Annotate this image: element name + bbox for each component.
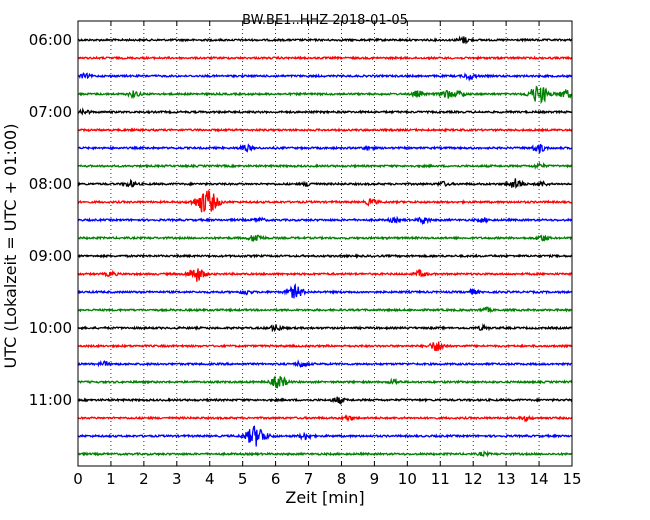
seismic-trace [77, 72, 573, 82]
tick-layer: 0 1 2 3 4 5 6 7 8 9 10 11 12 13 14 1506:0007:0008:0009:… [29, 21, 582, 488]
x-tick-label: 11 [431, 470, 450, 488]
x-axis-label: Zeit [min] [285, 488, 364, 507]
x-tick-label: 7 [304, 470, 314, 488]
seismic-trace [77, 323, 573, 333]
y-tick-label: 08:00 [29, 175, 72, 193]
seismic-trace [77, 189, 572, 213]
seismic-trace [77, 178, 572, 189]
x-tick-label: 0 [73, 470, 83, 488]
seismic-trace [77, 306, 573, 314]
seismic-trace [77, 85, 573, 105]
seismic-trace [77, 341, 573, 352]
x-tick-label: 9 [370, 470, 380, 488]
x-tick-label: 14 [530, 470, 549, 488]
x-tick-label: 4 [205, 470, 215, 488]
x-tick-label: 15 [562, 470, 581, 488]
seismic-trace [77, 161, 573, 171]
seismic-trace [77, 127, 573, 133]
y-tick-label: 06:00 [29, 31, 72, 49]
seismic-trace [77, 425, 573, 447]
x-tick-label: 3 [172, 470, 182, 488]
x-tick-label: 2 [139, 470, 149, 488]
seismic-trace [77, 143, 572, 155]
x-tick-label: 1 [106, 470, 116, 488]
seismic-trace [77, 396, 573, 406]
seismic-trace [77, 375, 573, 389]
y-tick-label: 09:00 [29, 247, 72, 265]
x-tick-label: 6 [271, 470, 281, 488]
chart-title: BW.BE1..HHZ 2018-01-05 [242, 13, 408, 28]
seismic-trace [77, 253, 573, 259]
seismic-trace [78, 234, 572, 242]
seismic-trace [78, 268, 573, 282]
seismic-trace [77, 414, 573, 423]
x-tick-label: 12 [464, 470, 483, 488]
seismic-trace [77, 282, 573, 299]
plot-frame [77, 20, 573, 467]
seismic-trace [77, 35, 573, 45]
seismic-trace [77, 359, 572, 368]
y-axis-label: UTC (Lokalzeit = UTC + 01:00) [1, 124, 20, 369]
seismic-trace [77, 215, 573, 226]
x-tick-label: 8 [337, 470, 347, 488]
seismic-trace [77, 450, 572, 458]
x-tick-label: 10 [398, 470, 417, 488]
x-tick-label: 5 [238, 470, 248, 488]
seismic-trace [77, 55, 573, 61]
x-tick-label: 13 [497, 470, 516, 488]
y-tick-label: 07:00 [29, 103, 72, 121]
y-tick-label: 10:00 [29, 319, 72, 337]
y-tick-label: 11:00 [29, 391, 72, 409]
trace-layer [77, 35, 573, 458]
seismic-trace [77, 107, 573, 116]
